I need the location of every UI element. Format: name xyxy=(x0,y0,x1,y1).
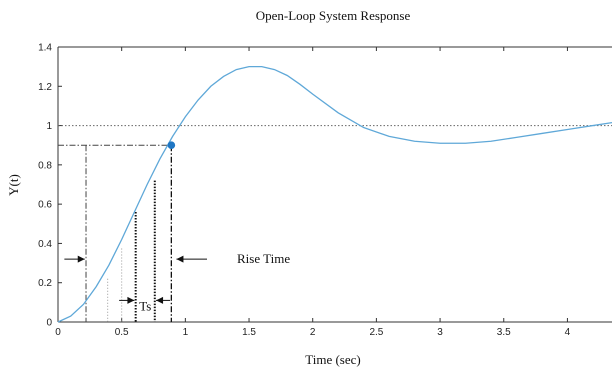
series-group xyxy=(57,65,612,323)
rise-right-arrow-head xyxy=(176,255,184,263)
rise-time-label: Rise Time xyxy=(237,251,290,266)
y-tick-label: 1 xyxy=(46,121,52,132)
x-tick-label: 1.5 xyxy=(242,327,256,338)
x-axis-label: Time (sec) xyxy=(305,352,361,367)
x-tick-label: 3 xyxy=(437,327,443,338)
annotations: Rise Time Ts xyxy=(64,251,290,313)
ts-left-arrow-head xyxy=(127,296,135,304)
x-tick-label: 2.5 xyxy=(369,327,383,338)
x-tick-label: 1 xyxy=(183,327,189,338)
ts-right-arrow-head xyxy=(156,296,164,304)
y-tick-label: 1.4 xyxy=(38,43,52,54)
axes xyxy=(57,46,612,323)
y-tick-label: 0 xyxy=(46,318,52,329)
x-tick-label: 0 xyxy=(55,327,61,338)
y-tick-label: 1.2 xyxy=(38,82,52,93)
y-axis-label: Y(t) xyxy=(6,174,21,196)
x-tick-label: 0.5 xyxy=(115,327,129,338)
x-tick-label: 4 xyxy=(565,327,571,338)
y-tick-label: 0.4 xyxy=(38,239,52,250)
guide-lines xyxy=(58,125,612,322)
rise-left-arrow-head xyxy=(77,255,85,263)
y-tick-label: 0.8 xyxy=(38,160,52,171)
response-line xyxy=(57,65,612,323)
x-tick-label: 3.5 xyxy=(497,327,511,338)
chart-title: Open-Loop System Response xyxy=(256,8,411,23)
ninety-percent-marker xyxy=(167,141,176,150)
y-tick-label: 0.2 xyxy=(38,278,52,289)
ts-label: Ts xyxy=(139,298,151,313)
y-tick-label: 0.6 xyxy=(38,200,52,211)
ticks: 0 0.5 1 1.5 2 2.5 3 3.5 4 0 0.2 0.4 0.6 0.8 1 1.2 1.4 xyxy=(38,43,571,339)
x-tick-label: 2 xyxy=(310,327,316,338)
